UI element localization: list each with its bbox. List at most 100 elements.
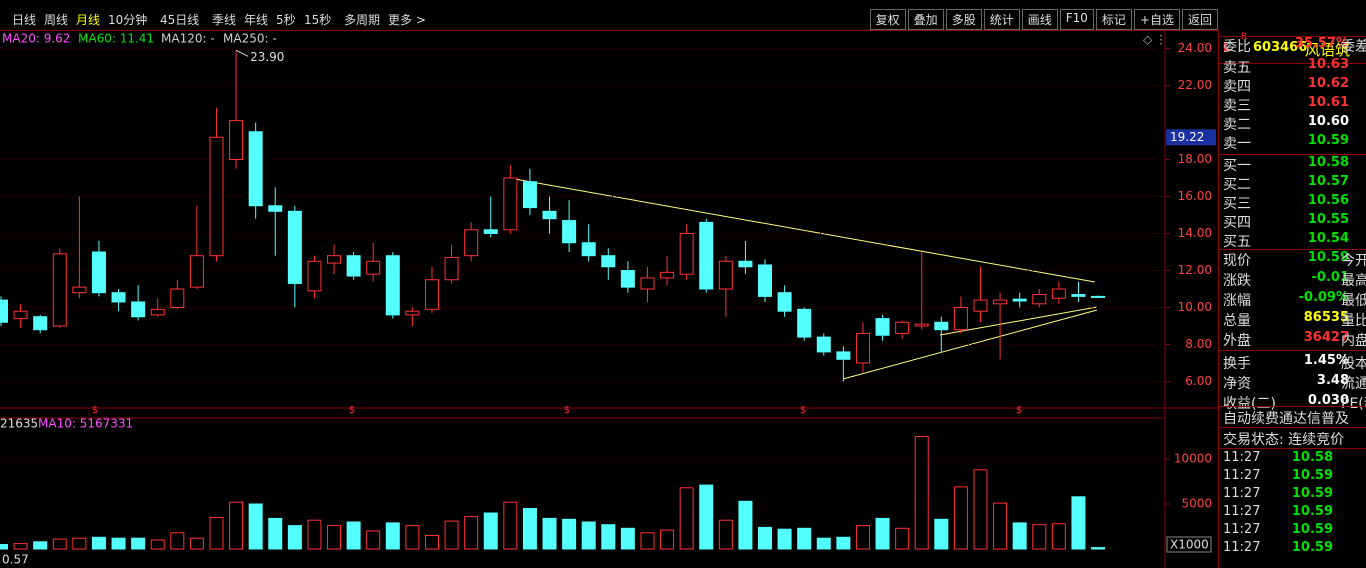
row-value: -0.09% (1298, 290, 1350, 305)
volume-bar (660, 529, 675, 550)
stat-row: 现价 10.59 今开 (1223, 250, 1366, 269)
tool-button[interactable]: 叠加 (907, 9, 944, 30)
tool-button[interactable]: 标记 (1095, 9, 1132, 30)
tool-button[interactable]: F10 (1059, 9, 1094, 30)
volume-bar (483, 512, 498, 550)
volume-bar (542, 517, 557, 550)
row-label: 外盘 (1223, 333, 1251, 349)
candle-body (914, 323, 929, 327)
tool-button[interactable]: 统计 (983, 9, 1020, 30)
more-icon[interactable]: ⋮ (1155, 33, 1167, 47)
row-label: 卖五 (1223, 60, 1251, 76)
trend-line (842, 309, 1098, 380)
y-tick-label: 18.00 (1178, 152, 1212, 166)
row-value: 10.59 (1307, 133, 1349, 148)
stat-row: 外盘 36427 内盘 (1223, 330, 1366, 349)
level-row: 卖一 10.59 (1223, 133, 1366, 152)
trade-time: 11:27 (1223, 450, 1261, 465)
candle-body (581, 242, 596, 257)
trade-time: 11:27 (1223, 540, 1261, 555)
volume-bar (307, 519, 322, 550)
y-tick-label: 14.00 (1178, 226, 1212, 240)
period-tab[interactable]: 周线 (44, 13, 69, 27)
row-value: -0.01 (1311, 270, 1349, 285)
period-tab[interactable]: 多周期 (344, 13, 381, 27)
volume-bar (13, 543, 28, 550)
candle-body (601, 255, 616, 268)
volume-bar (895, 527, 910, 550)
period-tab[interactable]: 年线 (244, 13, 269, 27)
period-tab[interactable]: 10分钟 (108, 13, 148, 27)
tool-button[interactable]: 画线 (1021, 9, 1058, 30)
row-label: 涨幅 (1223, 293, 1251, 309)
dividend-marker: $ (92, 405, 98, 416)
candle-body (1071, 294, 1086, 297)
volume-bar (522, 508, 537, 550)
row-extra: 股本 (1341, 356, 1366, 372)
period-tab[interactable]: 45日线 (160, 13, 200, 27)
current-price-box (1166, 129, 1216, 146)
vol-tick-label: 10000 (1174, 452, 1212, 466)
y-tick-label: 24.00 (1178, 41, 1212, 55)
tool-button[interactable]: 复权 (869, 9, 906, 30)
row-label: 委比 (1223, 39, 1251, 55)
diamond-icon[interactable]: ◇ (1143, 33, 1153, 47)
candle-body (229, 120, 244, 160)
tool-button[interactable]: 返回 (1181, 9, 1218, 30)
volume-bar (209, 517, 224, 550)
row-value: 10.57 (1307, 174, 1349, 189)
y-tick-label: 12.00 (1178, 263, 1212, 277)
stat-row: 总量 86535 量比 (1223, 310, 1366, 329)
candle-body (91, 251, 106, 294)
volume-bar (131, 537, 146, 550)
quote-panel: L R 603466 风语筑 委比 35.57% 委差 卖五 10.63 卖四 10.62 卖三 10.… (1218, 30, 1366, 568)
period-tab[interactable]: 15秒 (304, 13, 332, 27)
row-value: 1.45% (1303, 353, 1349, 368)
row-value: 10.58 (1307, 155, 1349, 170)
volume-bar (562, 518, 577, 550)
volume-bar (620, 527, 635, 550)
trend-line (939, 306, 1098, 336)
stat-row: 涨幅 -0.09% 最低 (1223, 290, 1366, 309)
row-value: 10.63 (1307, 57, 1349, 72)
trend-line (508, 177, 1096, 283)
candle-body (503, 177, 518, 231)
unit-box (1166, 536, 1212, 553)
row-value: 36427 (1303, 330, 1349, 345)
volume-bar (503, 501, 518, 550)
period-tab[interactable]: 更多 > (388, 13, 426, 27)
trade-row: 11:27 10.58 (1223, 450, 1366, 469)
volume-bar (444, 520, 459, 550)
trade-row: 11:27 10.59 (1223, 468, 1366, 487)
row-label: 总量 (1223, 313, 1251, 329)
row-value: 10.55 (1307, 212, 1349, 227)
candle-body (777, 292, 792, 312)
candle-body (405, 310, 420, 316)
tool-button[interactable]: +自选 (1133, 9, 1180, 30)
period-tab[interactable]: 季线 (212, 13, 237, 27)
volume-bar (758, 526, 773, 550)
row-label: 卖三 (1223, 98, 1251, 114)
candle-body (973, 299, 988, 312)
tool-buttons: 复权 叠加 多股 统计 画线 F10 标记 +自选 返回 (868, 9, 1218, 30)
period-tab[interactable]: 5秒 (276, 13, 296, 27)
trade-status: 交易状态: 连续竞价 (1223, 432, 1345, 448)
row-label: 卖二 (1223, 117, 1251, 133)
level-row: 买三 10.56 (1223, 193, 1366, 212)
row-value: 0.030 (1307, 393, 1349, 408)
vol-tick-label: 5000 (1181, 497, 1212, 511)
tool-button[interactable]: 多股 (945, 9, 982, 30)
trade-price: 10.59 (1291, 540, 1333, 555)
volume-bar (0, 544, 8, 550)
candle-body (346, 255, 361, 277)
row-value: 10.62 (1307, 76, 1349, 91)
volume-bar (738, 500, 753, 550)
candle-body (287, 210, 302, 284)
candle-body (424, 279, 439, 310)
candle-body (248, 131, 263, 207)
candle-body (679, 233, 694, 275)
period-tab[interactable]: 月线 (76, 13, 101, 27)
row-extra: 内盘 (1341, 333, 1366, 349)
period-tab[interactable]: 日线 (12, 13, 37, 27)
ratio-row: 委比 35.57% 委差 (1223, 36, 1366, 55)
